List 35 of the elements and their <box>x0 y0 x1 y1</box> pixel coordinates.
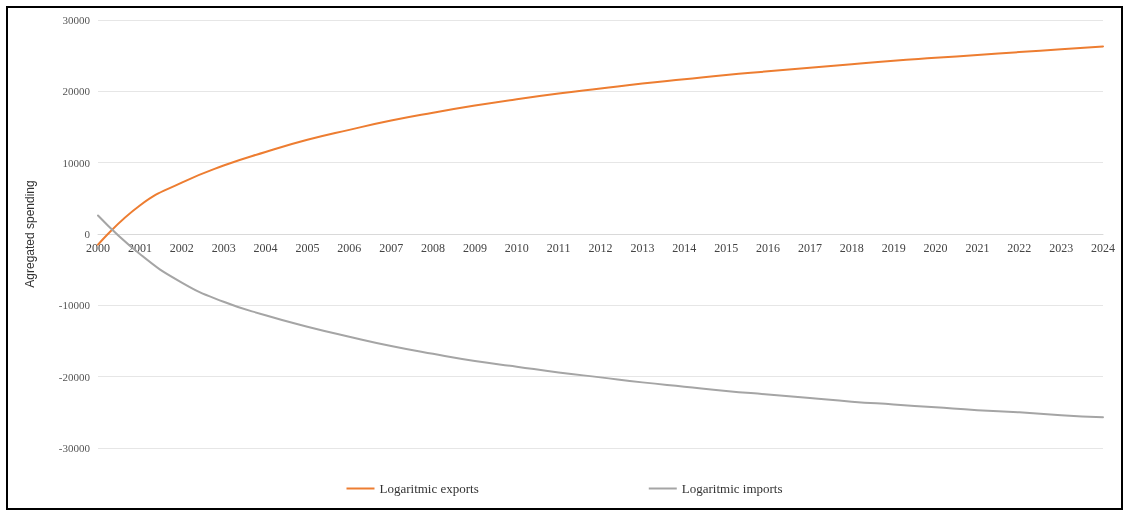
y-tick-label: 10000 <box>62 156 91 169</box>
y-tick-label: 0 <box>84 228 91 240</box>
x-tick-label: 2016 <box>756 241 780 255</box>
x-tick-label: 2024 <box>1091 241 1115 255</box>
x-tick-label: 2009 <box>462 241 487 255</box>
x-tick-label: 2005 <box>295 241 320 255</box>
x-tick-label: 2022 <box>1007 241 1032 255</box>
x-tick-label: 2006 <box>337 241 362 255</box>
x-tick-label: 2010 <box>504 241 529 255</box>
x-tick-label: 2000 <box>86 241 110 255</box>
x-tick-label: 2002 <box>169 241 194 255</box>
x-tick-label: 2004 <box>253 241 278 255</box>
x-tick-label: 2018 <box>839 241 864 255</box>
x-tick-label: 2003 <box>211 241 236 255</box>
x-tick-label: 2017 <box>797 241 822 255</box>
x-tick-label: 2008 <box>421 241 445 255</box>
x-tick-label: 2021 <box>965 241 990 255</box>
x-tick-label: 2012 <box>588 241 613 255</box>
x-tick-label: 2013 <box>630 241 655 255</box>
y-tick-label: -20000 <box>58 370 91 383</box>
legend-label: Logaritmic imports <box>681 481 783 496</box>
y-tick-label: 20000 <box>62 85 91 98</box>
x-tick-label: 2007 <box>379 241 404 255</box>
x-tick-label: 2023 <box>1049 241 1074 255</box>
line-series <box>97 45 1104 246</box>
y-tick-label: -30000 <box>58 442 91 454</box>
x-tick-label: 2015 <box>714 241 739 255</box>
x-tick-label: 2020 <box>923 241 948 255</box>
x-tick-label: 2014 <box>672 241 697 255</box>
x-tick-label: 2011 <box>546 241 571 255</box>
y-axis-title: Agregated spending <box>23 180 37 288</box>
x-tick-label: 2019 <box>881 241 906 255</box>
y-tick-label: 30000 <box>62 14 91 26</box>
y-tick-label: -10000 <box>58 299 91 312</box>
legend-label: Logaritmic exports <box>379 481 479 496</box>
